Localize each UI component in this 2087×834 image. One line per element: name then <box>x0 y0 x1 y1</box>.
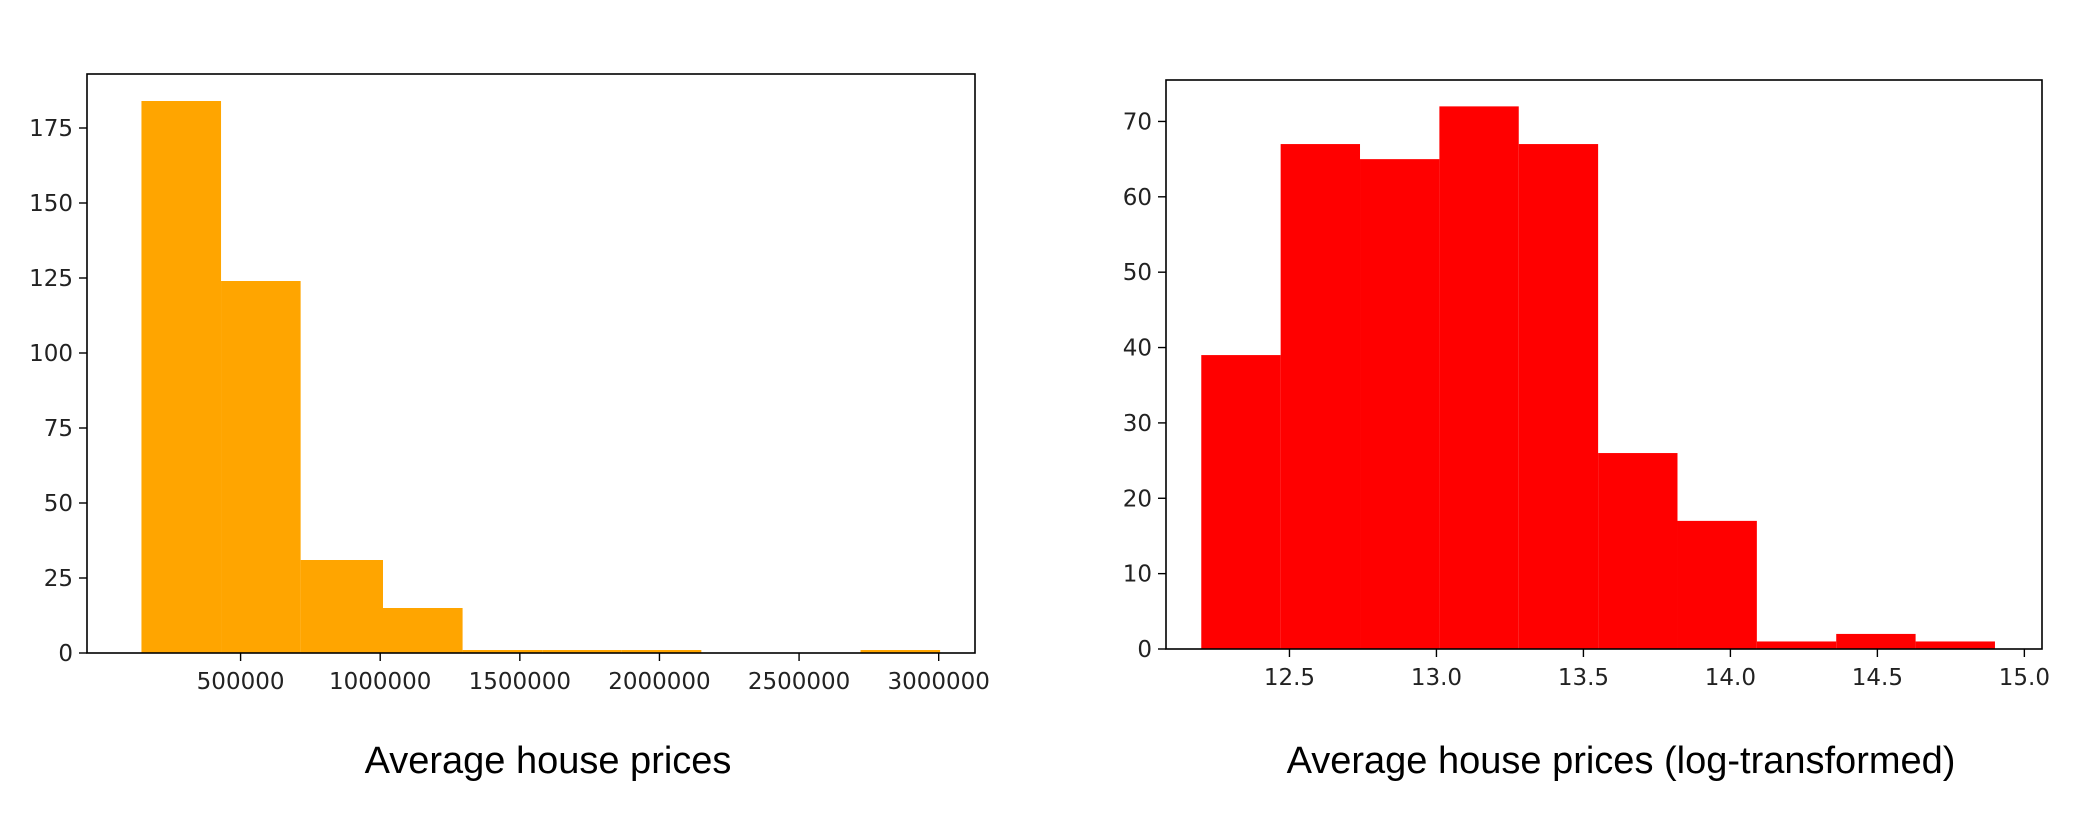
y-tick-label: 30 <box>1123 411 1152 437</box>
histogram-bar <box>141 101 222 653</box>
histogram-bar <box>1677 520 1757 649</box>
x-tick-label: 2000000 <box>608 669 710 695</box>
y-tick-label: 50 <box>44 491 73 517</box>
histogram-bar <box>462 650 543 653</box>
x-tick-label: 12.5 <box>1264 665 1315 691</box>
x-tick-label: 500000 <box>197 669 285 695</box>
axes-frame <box>1165 79 2043 650</box>
x-tick-label: 15.0 <box>1999 665 2050 691</box>
y-tick-label: 0 <box>1137 637 1152 663</box>
histogram-bar <box>860 650 941 653</box>
y-tick-label: 60 <box>1123 185 1152 211</box>
axes-frame <box>86 73 976 654</box>
histogram-bar <box>542 650 622 653</box>
histogram-bar <box>1836 633 1916 649</box>
y-tick-label: 100 <box>29 341 73 367</box>
y-tick-label: 75 <box>44 416 73 442</box>
y-tick-label: 125 <box>29 266 73 292</box>
x-tick-label: 1000000 <box>329 669 431 695</box>
y-tick-label: 0 <box>58 641 73 667</box>
y-tick-label: 50 <box>1123 260 1152 286</box>
y-tick-label: 150 <box>29 191 73 217</box>
chart-caption: Average house prices <box>365 740 732 782</box>
log-price-histogram-panel: 12.5 13.0 13.5 14.0 14.5 15.0 0 10 20 30 40 50 60 70 A… <box>1123 79 2050 782</box>
histogram-bar <box>1439 106 1519 649</box>
histogram-bar <box>1598 453 1678 649</box>
y-tick-label: 20 <box>1123 486 1152 512</box>
histogram-bar <box>1201 355 1281 649</box>
histogram-bar <box>1360 159 1440 649</box>
x-tick-label: 13.0 <box>1411 665 1462 691</box>
histogram-bar <box>1280 144 1361 649</box>
histogram-bar <box>1756 641 1837 649</box>
y-tick-label: 10 <box>1123 562 1152 588</box>
histogram-bar <box>383 608 463 653</box>
y-tick-label: 25 <box>44 566 73 592</box>
price-histogram-panel: 500000 1000000 1500000 2000000 2500000 300000… <box>29 73 990 782</box>
histogram-bar <box>1915 641 1995 649</box>
histogram-bar <box>1518 144 1599 649</box>
y-tick-label: 40 <box>1123 336 1152 362</box>
x-tick-label: 2500000 <box>748 669 850 695</box>
x-tick-label: 14.5 <box>1852 665 1903 691</box>
x-tick-label: 3000000 <box>887 669 989 695</box>
chart-caption: Average house prices (log-transformed) <box>1287 740 1956 782</box>
x-tick-label: 1500000 <box>469 669 571 695</box>
y-tick-label: 175 <box>29 116 73 142</box>
histogram-bar <box>300 560 383 653</box>
histogram-bar <box>621 650 702 653</box>
x-tick-label: 14.0 <box>1705 665 1756 691</box>
x-tick-label: 13.5 <box>1558 665 1609 691</box>
y-tick-label: 70 <box>1123 109 1152 135</box>
histogram-bar <box>221 281 301 653</box>
